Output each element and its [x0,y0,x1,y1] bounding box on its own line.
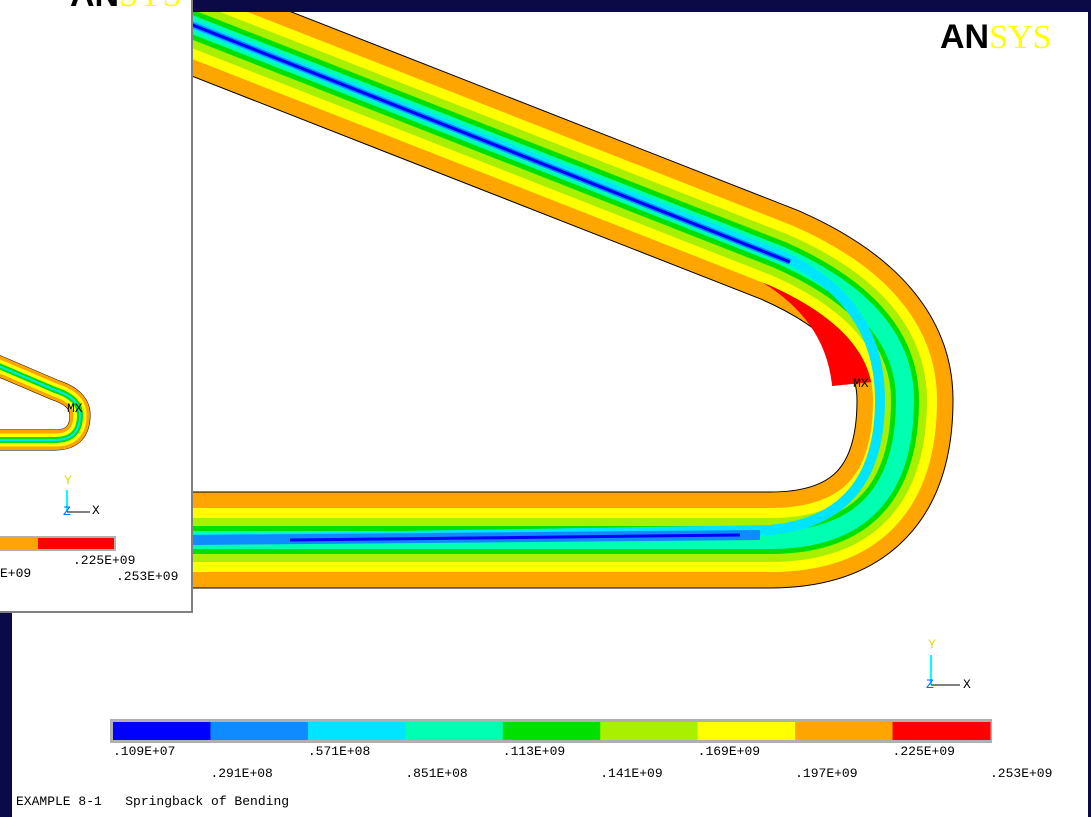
legend-label: .571E+08 [308,744,370,759]
axis-triad: Y Z X [926,637,971,692]
inset-logo: ANSYS [70,0,181,14]
legend-swatch [502,722,601,740]
legend: .109E+07 .291E+08 .571E+08 .851E+08 .113E+09… [113,722,1052,781]
legend-label: .851E+08 [405,766,467,781]
inset-triad-x: X [92,503,100,518]
legend-swatch [600,722,699,740]
legend-swatch [892,722,991,740]
legend-label: .225E+09 [893,744,955,759]
inset-triad-y: Y [64,473,72,488]
inset-legend-label: .225E+09 [73,553,135,568]
caption: EXAMPLE 8-1 Springback of Bending [16,794,289,809]
legend-label: .169E+09 [698,744,760,759]
triad-z: Z [926,677,934,692]
inset-legend-label: .253E+09 [116,569,178,584]
legend-swatch [307,722,406,740]
max-label: MX [853,376,869,391]
legend-swatch [113,722,211,740]
legend-swatch [795,722,894,740]
inset-plot: MX ANSYS Y Z X E+09 .225E+09 .253E+09 [0,0,181,584]
legend-label: .197E+09 [795,766,857,781]
legend-label: .291E+08 [210,766,272,781]
contour-plot: MX [142,12,954,589]
inset-triad-z: Z [63,504,71,519]
legend-label: .253E+09 [990,766,1052,781]
legend-swatch [697,722,796,740]
legend-swatch [405,722,504,740]
triad-x: X [963,677,971,692]
triad-y: Y [928,637,936,652]
inset-viewport [0,0,191,611]
inset-legend-label: E+09 [0,566,31,581]
legend-label: .141E+09 [600,766,662,781]
logo: ANSYS [940,18,1051,56]
legend-label: .109E+07 [113,744,175,759]
legend-swatch [210,722,309,740]
legend-label: .113E+09 [503,744,565,759]
inset-max-label: MX [67,401,83,416]
